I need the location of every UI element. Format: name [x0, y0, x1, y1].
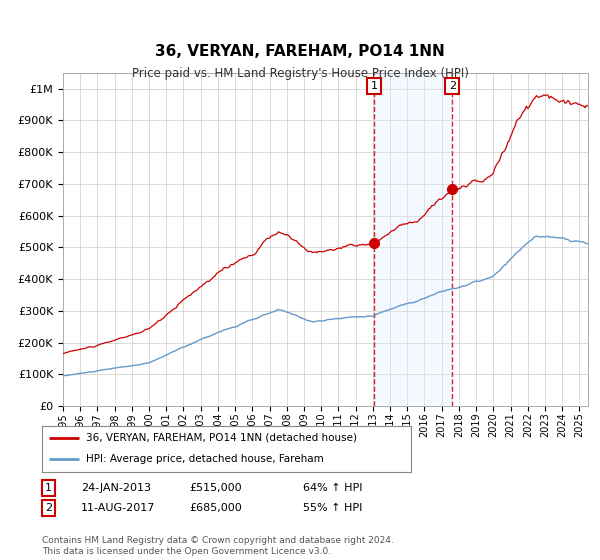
Text: Price paid vs. HM Land Registry's House Price Index (HPI): Price paid vs. HM Land Registry's House …	[131, 67, 469, 80]
Text: 2: 2	[449, 81, 456, 91]
Text: 64% ↑ HPI: 64% ↑ HPI	[303, 483, 362, 493]
Text: £685,000: £685,000	[189, 503, 242, 513]
Text: Contains HM Land Registry data © Crown copyright and database right 2024.
This d: Contains HM Land Registry data © Crown c…	[42, 536, 394, 556]
Text: 36, VERYAN, FAREHAM, PO14 1NN (detached house): 36, VERYAN, FAREHAM, PO14 1NN (detached …	[86, 433, 357, 443]
Text: 2: 2	[45, 503, 52, 513]
Bar	[374, 73, 452, 406]
Text: 36, VERYAN, FAREHAM, PO14 1NN: 36, VERYAN, FAREHAM, PO14 1NN	[155, 44, 445, 59]
Text: £515,000: £515,000	[189, 483, 242, 493]
Text: 1: 1	[371, 81, 377, 91]
Text: HPI: Average price, detached house, Fareham: HPI: Average price, detached house, Fare…	[86, 454, 324, 464]
Text: 1: 1	[45, 483, 52, 493]
Text: 24-JAN-2013: 24-JAN-2013	[81, 483, 151, 493]
Text: 11-AUG-2017: 11-AUG-2017	[81, 503, 155, 513]
Text: 55% ↑ HPI: 55% ↑ HPI	[303, 503, 362, 513]
